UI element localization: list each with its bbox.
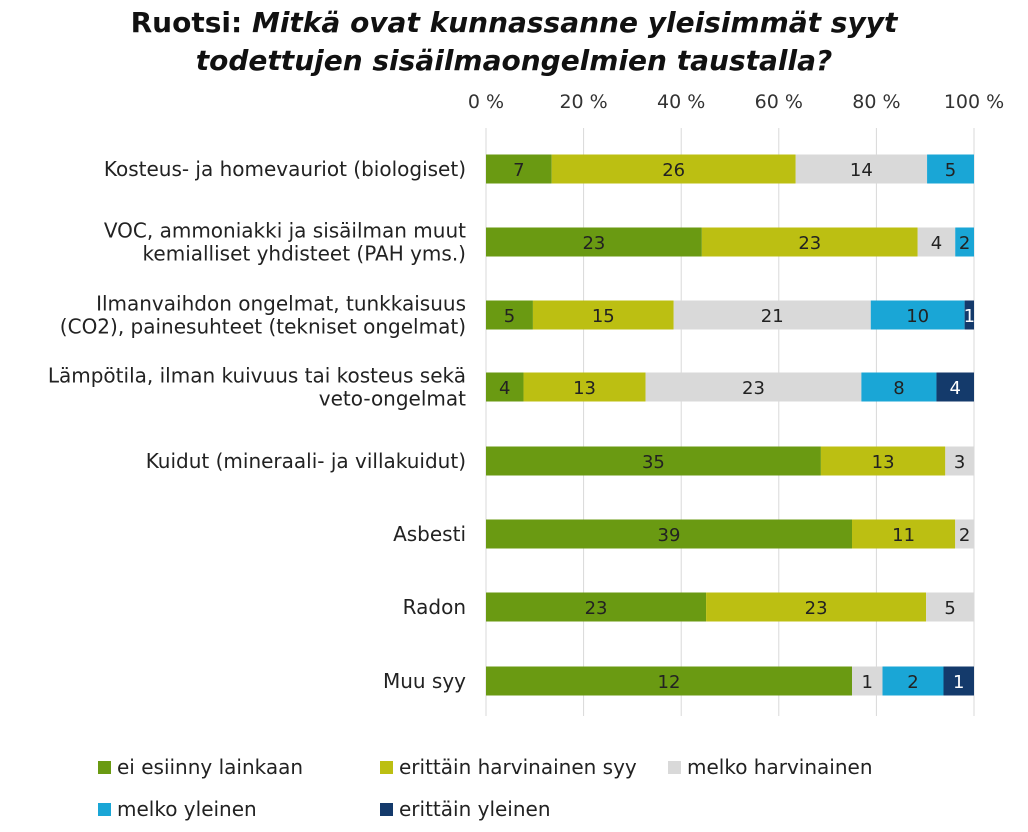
data-label: 12 [658,672,681,693]
bar-segment [936,372,974,402]
bar-segment [964,300,974,330]
category-label: Asbesti [393,522,466,546]
bar-segment [486,592,707,622]
data-label: 13 [872,452,895,473]
title-question-line-1: Mitkä ovat kunnassanne yleisimmät syyt [251,6,898,39]
data-label: 39 [658,525,681,546]
bar-segment [927,154,974,184]
bar-segment [673,300,871,330]
bar-segment [955,519,974,549]
bar-segment [486,154,552,184]
bar-segment [486,372,524,402]
bar-segment [861,372,937,402]
bar-segment [917,227,956,257]
category-label: Muu syy [383,669,466,693]
data-label: 1 [953,672,964,693]
data-label: 2 [959,233,970,254]
category-label: VOC, ammoniakki ja sisäilman muut [104,219,466,243]
category-label: Ilmanvaihdon ongelmat, tunkkaisuus [96,292,466,316]
data-label: 21 [761,306,784,327]
category-label: (CO2), painesuhteet (tekniset ongelmat) [60,315,466,339]
bar-segment [523,372,646,402]
data-label: 4 [950,378,961,399]
data-label: 5 [504,306,515,327]
data-label: 7 [513,160,524,181]
chart-title: Ruotsi: Mitkä ovat kunnassanne yleisimmä… [0,4,1028,80]
bar-segment [926,592,974,622]
bar-segment [701,227,918,257]
bar-segment [943,666,974,696]
x-tick-label: 0 % [468,91,504,113]
data-label: 23 [798,233,821,254]
category-label: veto-ongelmat [319,387,466,411]
x-tick-label: 100 % [944,91,1004,113]
title-prefix: Ruotsi: [130,6,252,39]
bar-segment [945,446,974,476]
data-label: 5 [945,160,956,181]
title-question-line-2: todettujen sisäilmaongelmien taustalla? [195,44,833,77]
data-label: 23 [742,378,765,399]
data-label: 1 [862,672,873,693]
bar-segment [852,519,956,549]
bar-segment [532,300,674,330]
bar-segment [645,372,862,402]
x-tick-label: 20 % [559,91,607,113]
bar-segment [486,227,702,257]
bar-segment [486,300,533,330]
data-label: 11 [892,525,915,546]
bar-segment [955,227,974,257]
bar-segment [852,666,883,696]
bar-segment [820,446,946,476]
bar-segment [870,300,965,330]
category-label: Lämpötila, ilman kuivuus tai kosteus sek… [48,364,466,388]
data-label: 13 [573,378,596,399]
data-label: 4 [499,378,510,399]
data-label: 35 [642,452,665,473]
bar-segment [486,666,852,696]
data-label: 10 [906,306,929,327]
title-line-1: Ruotsi: Mitkä ovat kunnassanne yleisimmä… [0,4,1028,42]
category-label: Radon [403,595,466,619]
bar-segment [795,154,928,184]
category-label: Kuidut (mineraali- ja villakuidut) [146,449,466,473]
category-label: kemialliset yhdisteet (PAH yms.) [143,242,466,266]
x-tick-label: 40 % [657,91,705,113]
data-label: 15 [592,306,615,327]
x-tick-label: 80 % [852,91,900,113]
data-label: 2 [959,525,970,546]
bar-segment [551,154,796,184]
data-label: 23 [805,598,828,619]
data-label: 5 [944,598,955,619]
data-label: 23 [585,598,608,619]
bar-segment [486,519,852,549]
data-label: 23 [582,233,605,254]
data-label: 4 [931,233,942,254]
bar-segment [486,446,821,476]
data-label: 26 [662,160,685,181]
bar-segment [706,592,927,622]
x-tick-label: 60 % [755,91,803,113]
bar-segment [882,666,944,696]
data-label: 2 [907,672,918,693]
data-label: 1 [964,306,975,327]
category-label: Kosteus- ja homevauriot (biologiset) [104,157,466,181]
data-label: 3 [954,452,965,473]
data-label: 8 [893,378,904,399]
data-label: 14 [850,160,873,181]
